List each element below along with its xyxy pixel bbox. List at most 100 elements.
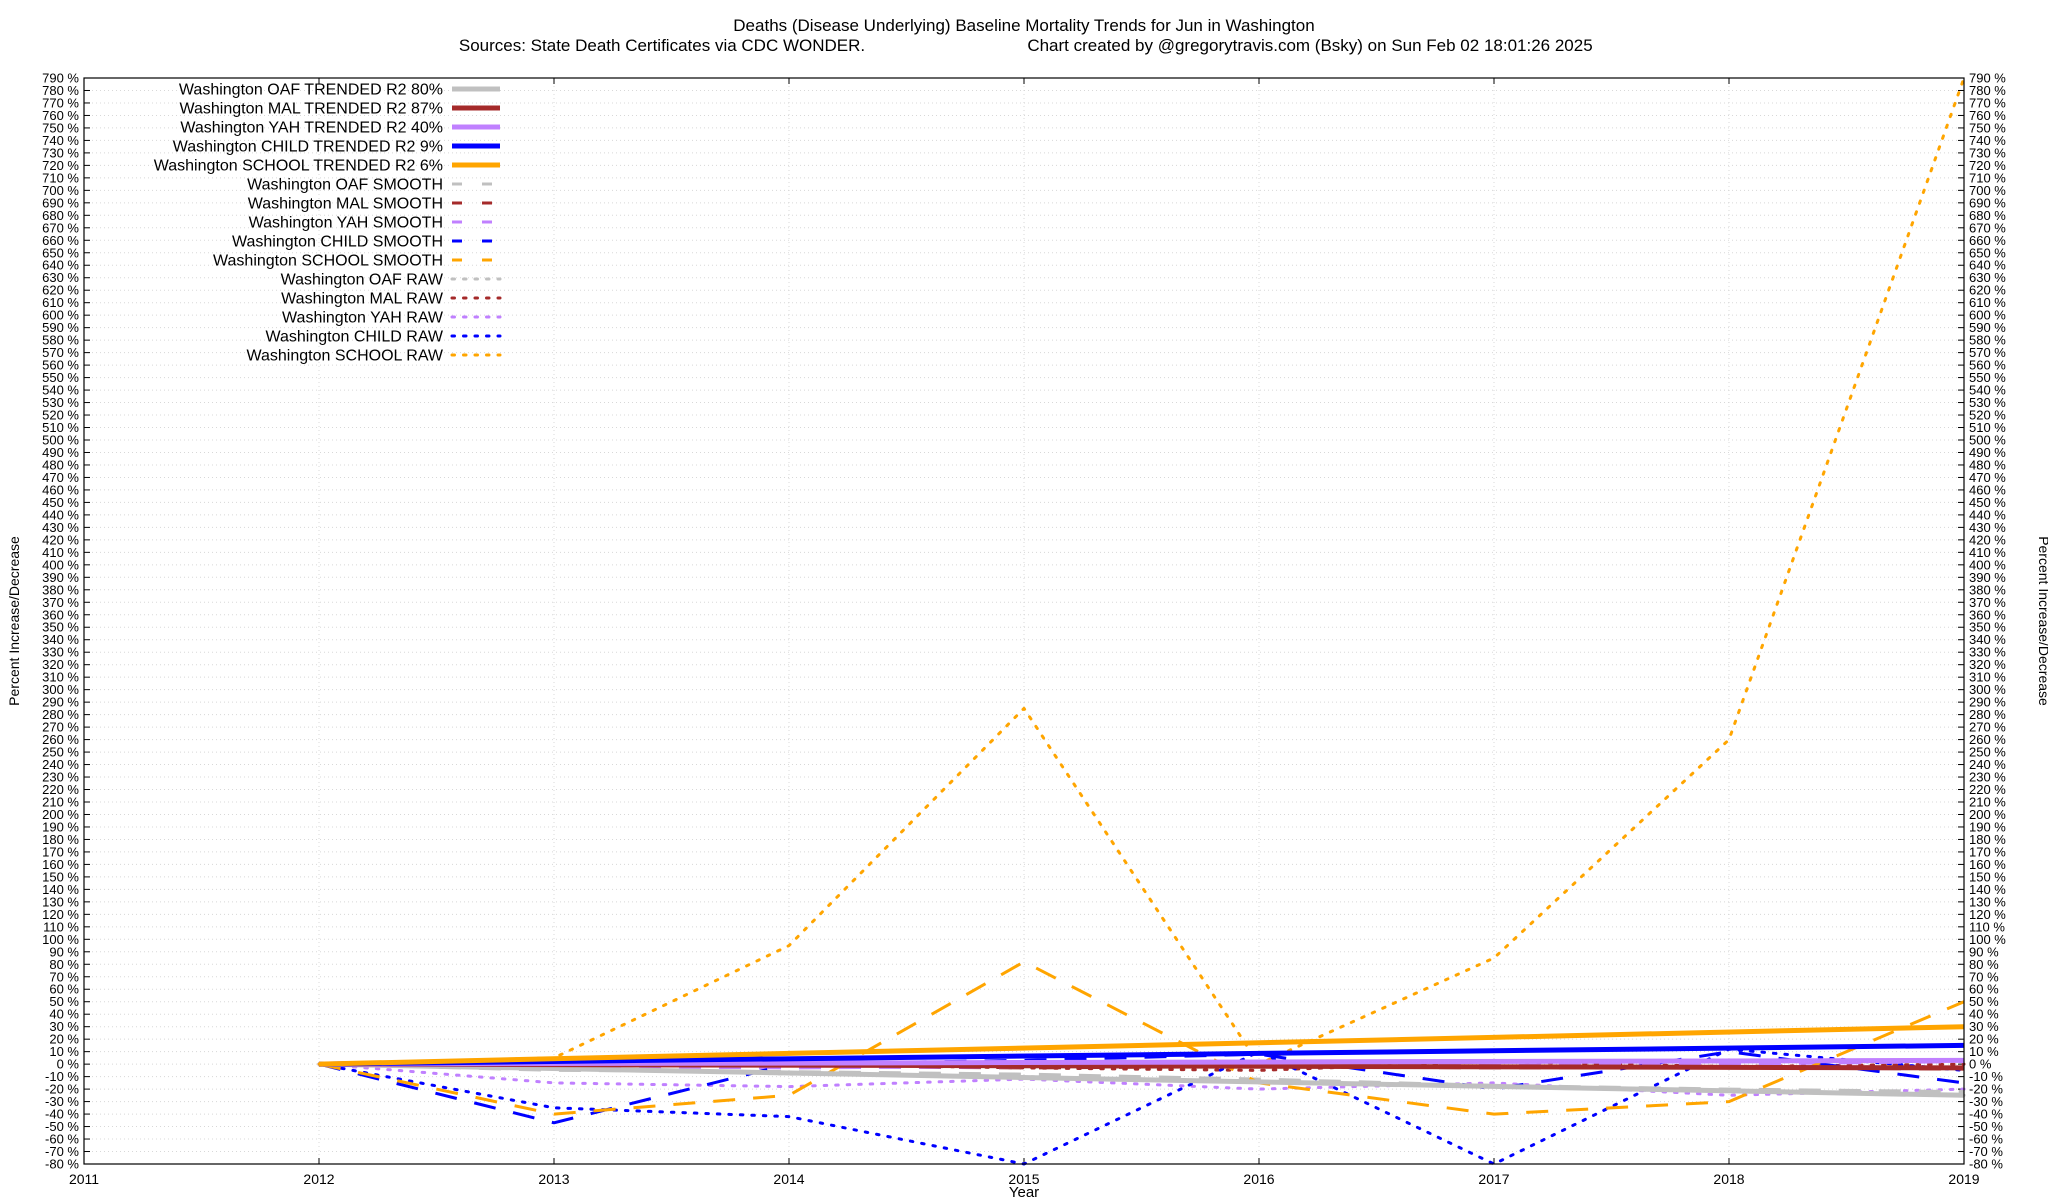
series-line-washington-yah-raw xyxy=(317,1062,1966,1097)
legend-label: Washington CHILD TRENDED R2 9% xyxy=(173,139,443,156)
x-axis-label: Year xyxy=(1009,1184,1039,1200)
y-tick-label-left: 300 % xyxy=(42,682,79,697)
y-tick-label-left: 30 % xyxy=(49,1019,79,1034)
x-tick-label: 2014 xyxy=(773,1171,804,1187)
y-tick-label-right: 670 % xyxy=(1969,220,2006,235)
y-tick-label-left: 90 % xyxy=(49,944,79,959)
y-tick-label-right: 280 % xyxy=(1969,707,2006,722)
series-line-washington-school-raw xyxy=(317,76,1966,1066)
y-tick-label-left: 470 % xyxy=(42,470,79,485)
y-tick-label-left: 350 % xyxy=(42,620,79,635)
y-tick-label-right: 70 % xyxy=(1969,969,1999,984)
y-tick-label-right: 180 % xyxy=(1969,832,2006,847)
y-tick-label-right: 690 % xyxy=(1969,195,2006,210)
y-tick-label-left: 650 % xyxy=(42,245,79,260)
y-tick-label-right: 650 % xyxy=(1969,245,2006,260)
y-tick-label-left: 620 % xyxy=(42,283,79,298)
y-tick-label-right: 360 % xyxy=(1969,607,2006,622)
y-tick-label-right: -20 % xyxy=(1969,1082,2003,1097)
plot-frame xyxy=(83,77,1965,1165)
y-tick-label-right: 350 % xyxy=(1969,620,2006,635)
legend-label: Washington OAF SMOOTH xyxy=(247,177,443,194)
y-tick-label-right: -40 % xyxy=(1969,1107,2003,1122)
y-tick-label-left: 330 % xyxy=(42,645,79,660)
y-tick-label-left: -50 % xyxy=(45,1119,79,1134)
y-tick-label-right: 420 % xyxy=(1969,532,2006,547)
y-tick-label-right: 220 % xyxy=(1969,782,2006,797)
x-tick-label: 2011 xyxy=(69,1171,99,1187)
y-tick-label-left: 560 % xyxy=(42,358,79,373)
series-line-washington-child-smooth xyxy=(318,1050,1965,1125)
y-tick-label-left: 680 % xyxy=(42,208,79,223)
y-tick-label-right: 780 % xyxy=(1969,83,2006,98)
y-tick-label-left: 610 % xyxy=(42,295,79,310)
y-tick-label-right: 580 % xyxy=(1969,333,2006,348)
legend-label: Washington CHILD RAW xyxy=(265,329,443,346)
y-tick-label-left: 370 % xyxy=(42,595,79,610)
y-tick-label-right: 450 % xyxy=(1969,495,2006,510)
y-tick-label-left: 770 % xyxy=(42,95,79,110)
y-axis-left: -80 %-70 %-60 %-50 %-40 %-30 %-20 %-10 %… xyxy=(42,71,90,1172)
y-tick-label-left: 80 % xyxy=(49,957,79,972)
series-line-washington-child-trended-r2-9 xyxy=(318,1042,1965,1067)
y-tick-label-right: 770 % xyxy=(1969,95,2006,110)
y-tick-label-left: 740 % xyxy=(42,133,79,148)
y-tick-label-right: 620 % xyxy=(1969,283,2006,298)
y-tick-label-left: 570 % xyxy=(42,345,79,360)
y-tick-label-right: 740 % xyxy=(1969,133,2006,148)
y-tick-label-right: 380 % xyxy=(1969,582,2006,597)
y-tick-label-right: 610 % xyxy=(1969,295,2006,310)
y-tick-label-left: 240 % xyxy=(42,757,79,772)
y-tick-label-right: 500 % xyxy=(1969,433,2006,448)
y-tick-label-right: 460 % xyxy=(1969,482,2006,497)
y-tick-label-left: 340 % xyxy=(42,632,79,647)
y-tick-label-left: 60 % xyxy=(49,982,79,997)
y-tick-label-right: 640 % xyxy=(1969,258,2006,273)
legend-label: Washington OAF TRENDED R2 80% xyxy=(179,82,443,99)
series-line-washington-yah-smooth xyxy=(318,1060,1965,1070)
y-tick-label-left: 120 % xyxy=(42,907,79,922)
y-tick-label-right: 260 % xyxy=(1969,732,2006,747)
y-tick-label-left: 430 % xyxy=(42,520,79,535)
y-tick-label-right: 40 % xyxy=(1969,1007,1999,1022)
legend-label: Washington YAH SMOOTH xyxy=(249,215,443,232)
y-tick-label-left: 270 % xyxy=(42,720,79,735)
y-tick-label-right: 470 % xyxy=(1969,470,2006,485)
y-tick-label-right: 80 % xyxy=(1969,957,1999,972)
y-tick-label-left: 710 % xyxy=(42,170,79,185)
y-tick-label-right: 340 % xyxy=(1969,632,2006,647)
y-tick-label-left: 400 % xyxy=(42,557,79,572)
y-tick-label-right: 680 % xyxy=(1969,208,2006,223)
y-tick-label-right: 60 % xyxy=(1969,982,1999,997)
y-tick-label-left: 500 % xyxy=(42,433,79,448)
y-tick-label-right: 270 % xyxy=(1969,720,2006,735)
y-tick-label-right: 90 % xyxy=(1969,944,1999,959)
y-tick-label-right: 720 % xyxy=(1969,158,2006,173)
y-tick-label-left: 0 % xyxy=(57,1057,80,1072)
chart-subtitle-left: Sources: State Death Certificates via CD… xyxy=(459,36,865,55)
y-tick-label-left: -70 % xyxy=(45,1144,79,1159)
series-line-washington-oaf-trended-r2-80 xyxy=(318,1061,1965,1098)
y-tick-label-right: 510 % xyxy=(1969,420,2006,435)
chart-title: Deaths (Disease Underlying) Baseline Mor… xyxy=(733,16,1314,35)
y-tick-label-left: 250 % xyxy=(42,745,79,760)
y-tick-label-right: 370 % xyxy=(1969,595,2006,610)
y-tick-label-left: 540 % xyxy=(42,383,79,398)
y-tick-label-left: 260 % xyxy=(42,732,79,747)
y-tick-label-right: 600 % xyxy=(1969,308,2006,323)
y-tick-label-left: 210 % xyxy=(42,795,79,810)
y-tick-label-left: 440 % xyxy=(42,507,79,522)
y-tick-label-right: 630 % xyxy=(1969,270,2006,285)
y-tick-label-right: 200 % xyxy=(1969,807,2006,822)
y-axis-right: -80 %-70 %-60 %-50 %-40 %-30 %-20 %-10 %… xyxy=(1958,71,2006,1172)
y-tick-label-left: 50 % xyxy=(49,994,79,1009)
y-tick-label-left: 510 % xyxy=(42,420,79,435)
y-tick-label-right: 730 % xyxy=(1969,145,2006,160)
y-tick-label-right: 50 % xyxy=(1969,994,1999,1009)
y-tick-label-right: 310 % xyxy=(1969,670,2006,685)
y-tick-label-left: -80 % xyxy=(45,1157,79,1172)
x-tick-label: 2013 xyxy=(538,1171,569,1187)
y-tick-label-right: 330 % xyxy=(1969,645,2006,660)
y-tick-label-right: 480 % xyxy=(1969,457,2006,472)
y-tick-label-right: 130 % xyxy=(1969,894,2006,909)
